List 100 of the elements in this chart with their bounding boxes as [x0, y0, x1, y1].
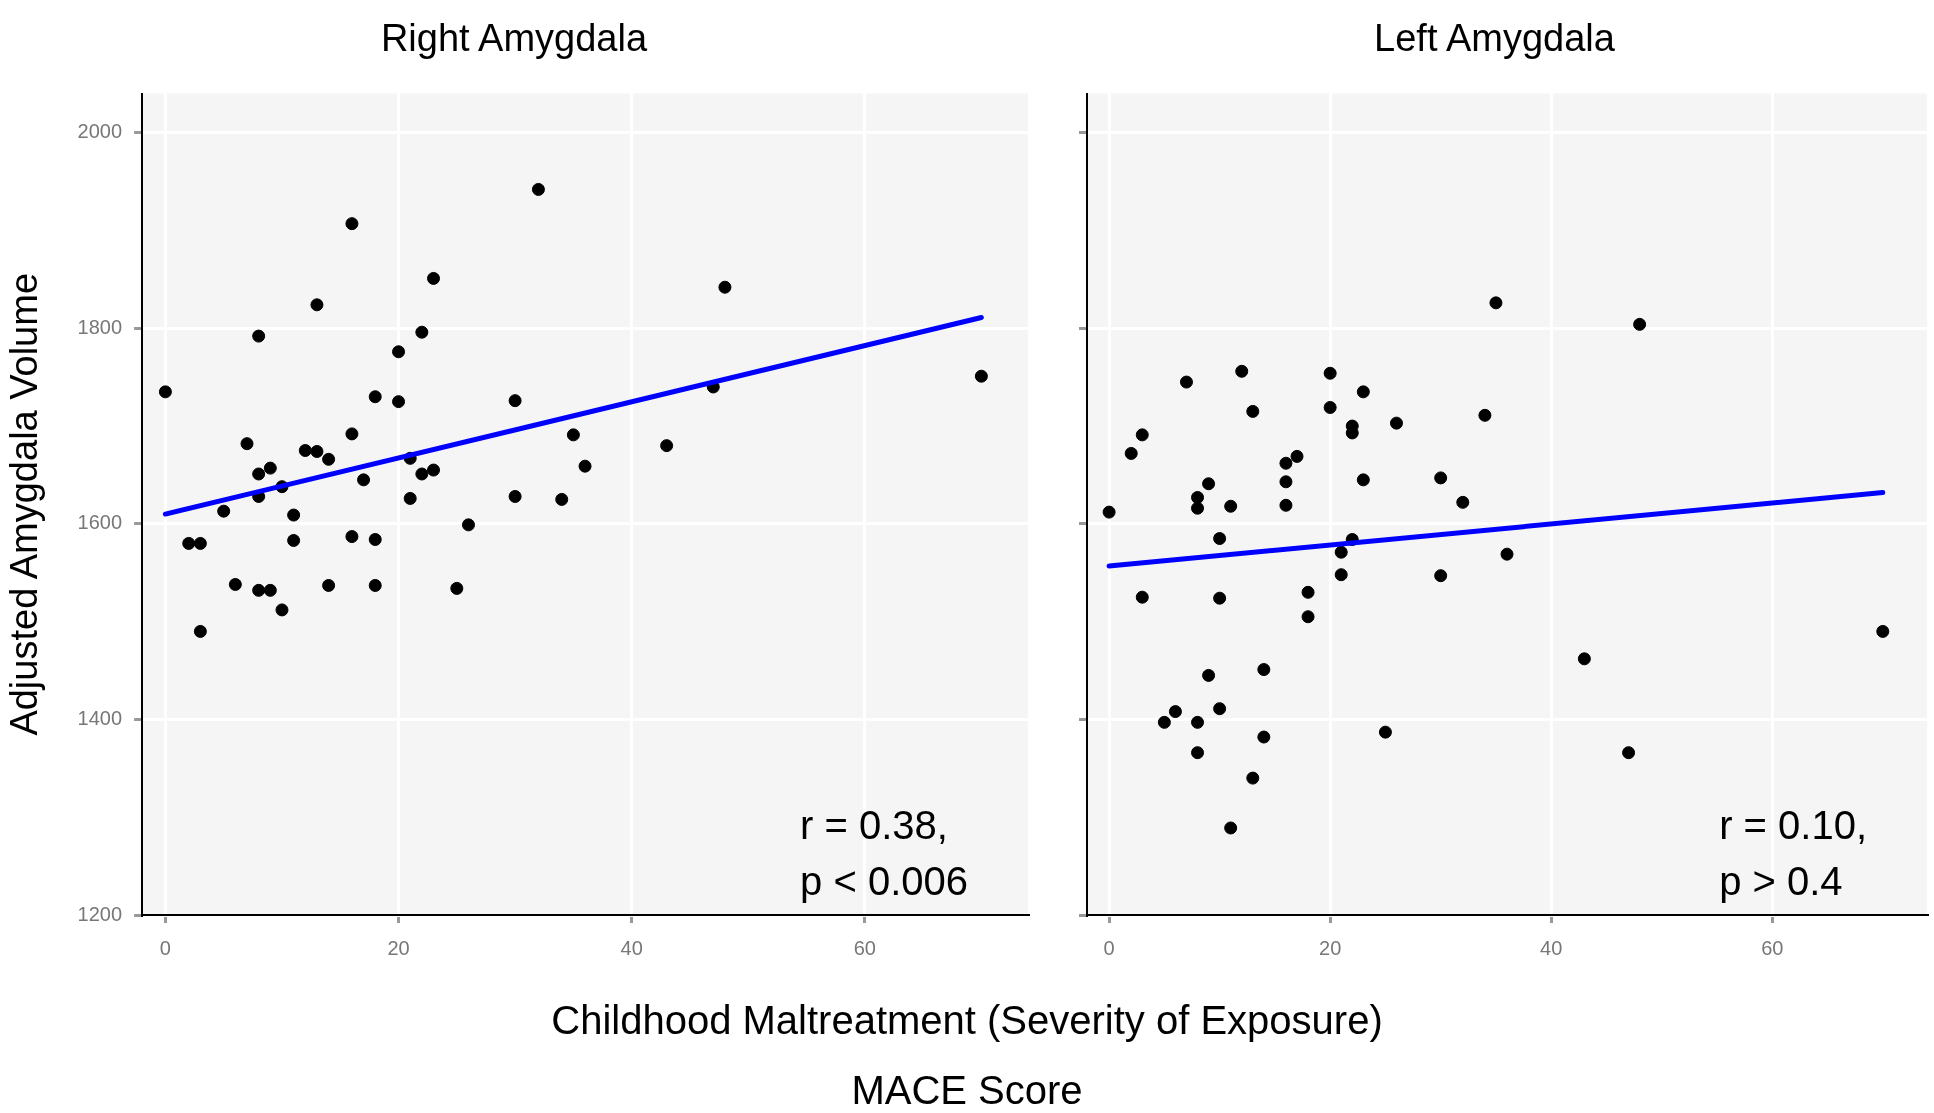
point [1235, 364, 1249, 378]
annotation: r = 0.10, p > 0.4 [1719, 803, 1867, 903]
point [1246, 771, 1260, 785]
point [415, 467, 429, 481]
point [1356, 473, 1370, 487]
point [1135, 428, 1149, 442]
point [1102, 505, 1116, 519]
point [263, 583, 277, 597]
point [1323, 400, 1337, 414]
point [461, 518, 475, 532]
point [660, 439, 674, 453]
point [345, 530, 359, 544]
point [1290, 449, 1304, 463]
point [193, 624, 207, 638]
point [1633, 317, 1647, 331]
x-tick-label: 20 [1319, 936, 1342, 959]
point [275, 603, 289, 617]
y-tick-label: 1800 [77, 315, 123, 338]
point [1202, 477, 1216, 491]
point [1478, 408, 1492, 422]
x-tick-label: 60 [1761, 936, 1784, 959]
point [1224, 499, 1238, 513]
point [182, 536, 196, 550]
point [1378, 725, 1392, 739]
point [310, 298, 324, 312]
x-tick-label: 0 [1103, 936, 1115, 959]
y-tick-label: 2000 [77, 120, 123, 143]
point [1323, 366, 1337, 380]
point [1334, 545, 1348, 559]
chart-title: Right Amygdala [380, 17, 648, 60]
point [1434, 471, 1448, 485]
point [508, 489, 522, 503]
point [1456, 495, 1470, 509]
point [1191, 746, 1205, 760]
point [974, 369, 988, 383]
point [1157, 715, 1171, 729]
point [1257, 730, 1271, 744]
point [1246, 404, 1260, 418]
point [555, 492, 569, 506]
point [415, 325, 429, 339]
y-tick-label: 1200 [77, 902, 123, 925]
x-tick-label: 60 [853, 936, 876, 959]
point [368, 533, 382, 546]
point [158, 385, 172, 399]
point [1257, 663, 1271, 677]
y-tick-label: 1400 [77, 706, 123, 729]
point [403, 491, 417, 505]
point [1191, 501, 1205, 515]
annotation: r = 0.38, p < 0.006 [800, 803, 969, 903]
point [368, 578, 382, 592]
point [578, 459, 592, 473]
point [1622, 746, 1636, 760]
point [252, 583, 266, 597]
point [252, 467, 266, 481]
point [217, 504, 231, 518]
point [1500, 547, 1514, 561]
x-tick-label: 40 [620, 936, 643, 959]
point [1279, 475, 1293, 489]
point [287, 508, 301, 522]
point [368, 390, 382, 404]
point [1279, 456, 1293, 470]
point [1279, 498, 1293, 512]
y-tick-label: 1600 [77, 511, 123, 534]
point [322, 578, 336, 592]
point [1202, 668, 1216, 682]
point [228, 577, 242, 591]
point [193, 536, 207, 550]
point [1577, 652, 1591, 666]
point [450, 581, 464, 595]
point [1124, 446, 1138, 460]
point [1135, 590, 1149, 604]
point [1168, 705, 1182, 719]
point [566, 428, 580, 442]
x-tick-label: 20 [387, 936, 410, 959]
point [310, 445, 324, 458]
point [252, 329, 266, 343]
point [1191, 715, 1205, 729]
point [427, 271, 441, 285]
point [1301, 585, 1315, 599]
point [1191, 490, 1205, 504]
point [392, 345, 406, 359]
point [1213, 532, 1227, 546]
point [1301, 610, 1315, 624]
point [357, 473, 371, 487]
point [287, 533, 301, 547]
point [1334, 568, 1348, 582]
point [508, 394, 522, 408]
point [240, 437, 254, 451]
point [1179, 375, 1193, 389]
point [1389, 416, 1403, 430]
point [1489, 296, 1503, 310]
y-axis-title: Adjusted Amygdala Volume [3, 272, 46, 736]
point [1876, 624, 1890, 638]
point [322, 452, 336, 466]
point [1213, 702, 1227, 716]
chart-title: Left Amygdala [1374, 17, 1616, 60]
point [427, 463, 441, 477]
point [298, 444, 312, 458]
x-tick-label: 0 [159, 936, 171, 959]
point [1356, 385, 1370, 399]
